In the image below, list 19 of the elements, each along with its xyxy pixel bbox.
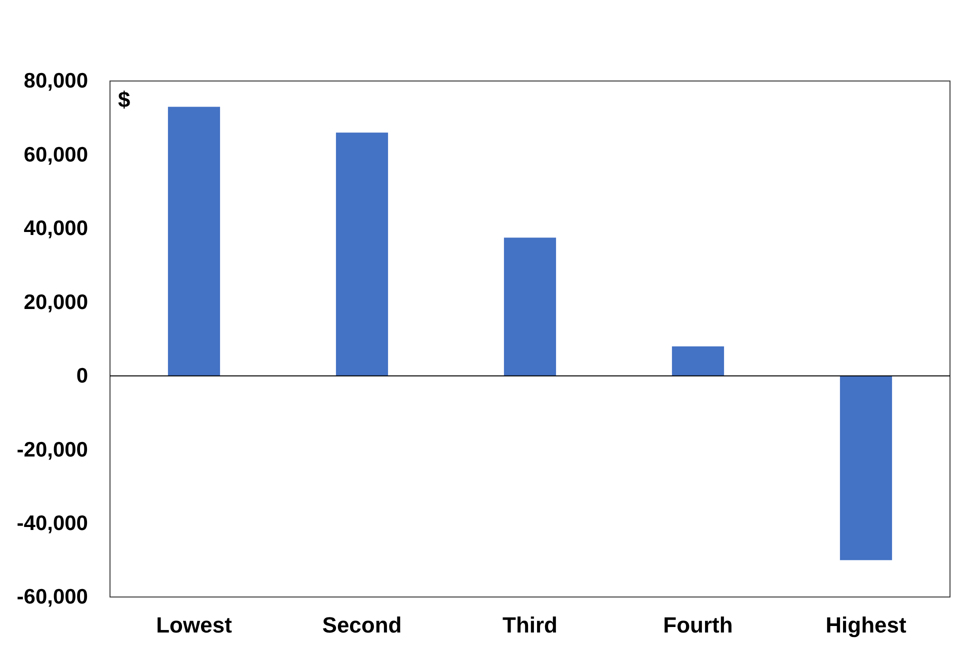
x-tick-label: Second	[322, 612, 402, 638]
y-tick-label: 60,000	[24, 143, 88, 166]
x-tick-label: Lowest	[156, 612, 233, 638]
x-tick-label: Fourth	[663, 612, 733, 638]
y-axis-title: $	[118, 87, 130, 112]
y-tick-label: -20,000	[16, 438, 88, 462]
y-tick-label: 20,000	[24, 290, 88, 314]
bar	[672, 346, 724, 376]
y-tick-label: -60,000	[16, 586, 88, 609]
bar	[504, 238, 556, 376]
y-tick-label: 40,000	[24, 217, 88, 240]
y-tick-label: 0	[76, 364, 88, 388]
x-tick-label: Highest	[826, 612, 908, 638]
y-tick-label: -40,000	[16, 512, 88, 536]
bar	[840, 376, 892, 560]
y-tick-label: 80,000	[24, 70, 88, 93]
bar	[336, 132, 388, 376]
bar	[168, 106, 220, 376]
x-tick-label: Third	[502, 612, 558, 638]
